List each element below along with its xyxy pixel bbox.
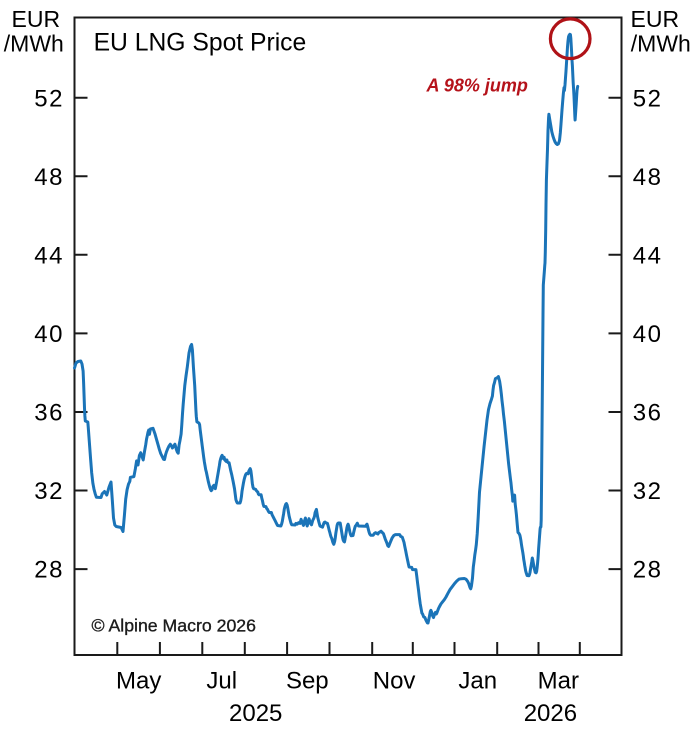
svg-text:52: 52 bbox=[633, 85, 663, 112]
svg-text:EU LNG Spot Price: EU LNG Spot Price bbox=[94, 29, 307, 56]
svg-text:44: 44 bbox=[633, 242, 663, 269]
svg-text:32: 32 bbox=[633, 478, 663, 505]
svg-text:28: 28 bbox=[34, 557, 64, 584]
svg-text:44: 44 bbox=[34, 242, 64, 269]
svg-text:40: 40 bbox=[34, 321, 64, 348]
svg-text:May: May bbox=[116, 667, 161, 694]
svg-text:52: 52 bbox=[34, 85, 64, 112]
svg-text:Jul: Jul bbox=[206, 667, 237, 694]
svg-text:A 98% jump: A 98% jump bbox=[426, 75, 528, 95]
svg-text:/MWh: /MWh bbox=[631, 31, 691, 57]
svg-text:28: 28 bbox=[633, 557, 663, 584]
svg-text:EUR: EUR bbox=[631, 6, 680, 32]
svg-text:32: 32 bbox=[34, 478, 64, 505]
svg-text:36: 36 bbox=[34, 400, 64, 427]
svg-text:/MWh: /MWh bbox=[4, 31, 64, 57]
svg-text:48: 48 bbox=[34, 164, 64, 191]
svg-text:© Alpine Macro 2026: © Alpine Macro 2026 bbox=[92, 616, 257, 636]
svg-text:2025: 2025 bbox=[229, 700, 282, 727]
svg-text:Sep: Sep bbox=[286, 667, 329, 694]
svg-text:EUR: EUR bbox=[12, 6, 61, 32]
svg-text:Jan: Jan bbox=[458, 667, 497, 694]
svg-text:Mar: Mar bbox=[538, 667, 579, 694]
svg-text:40: 40 bbox=[633, 321, 663, 348]
svg-text:48: 48 bbox=[633, 164, 663, 191]
svg-text:2026: 2026 bbox=[524, 700, 577, 727]
svg-text:36: 36 bbox=[633, 400, 663, 427]
svg-text:Nov: Nov bbox=[373, 667, 416, 694]
